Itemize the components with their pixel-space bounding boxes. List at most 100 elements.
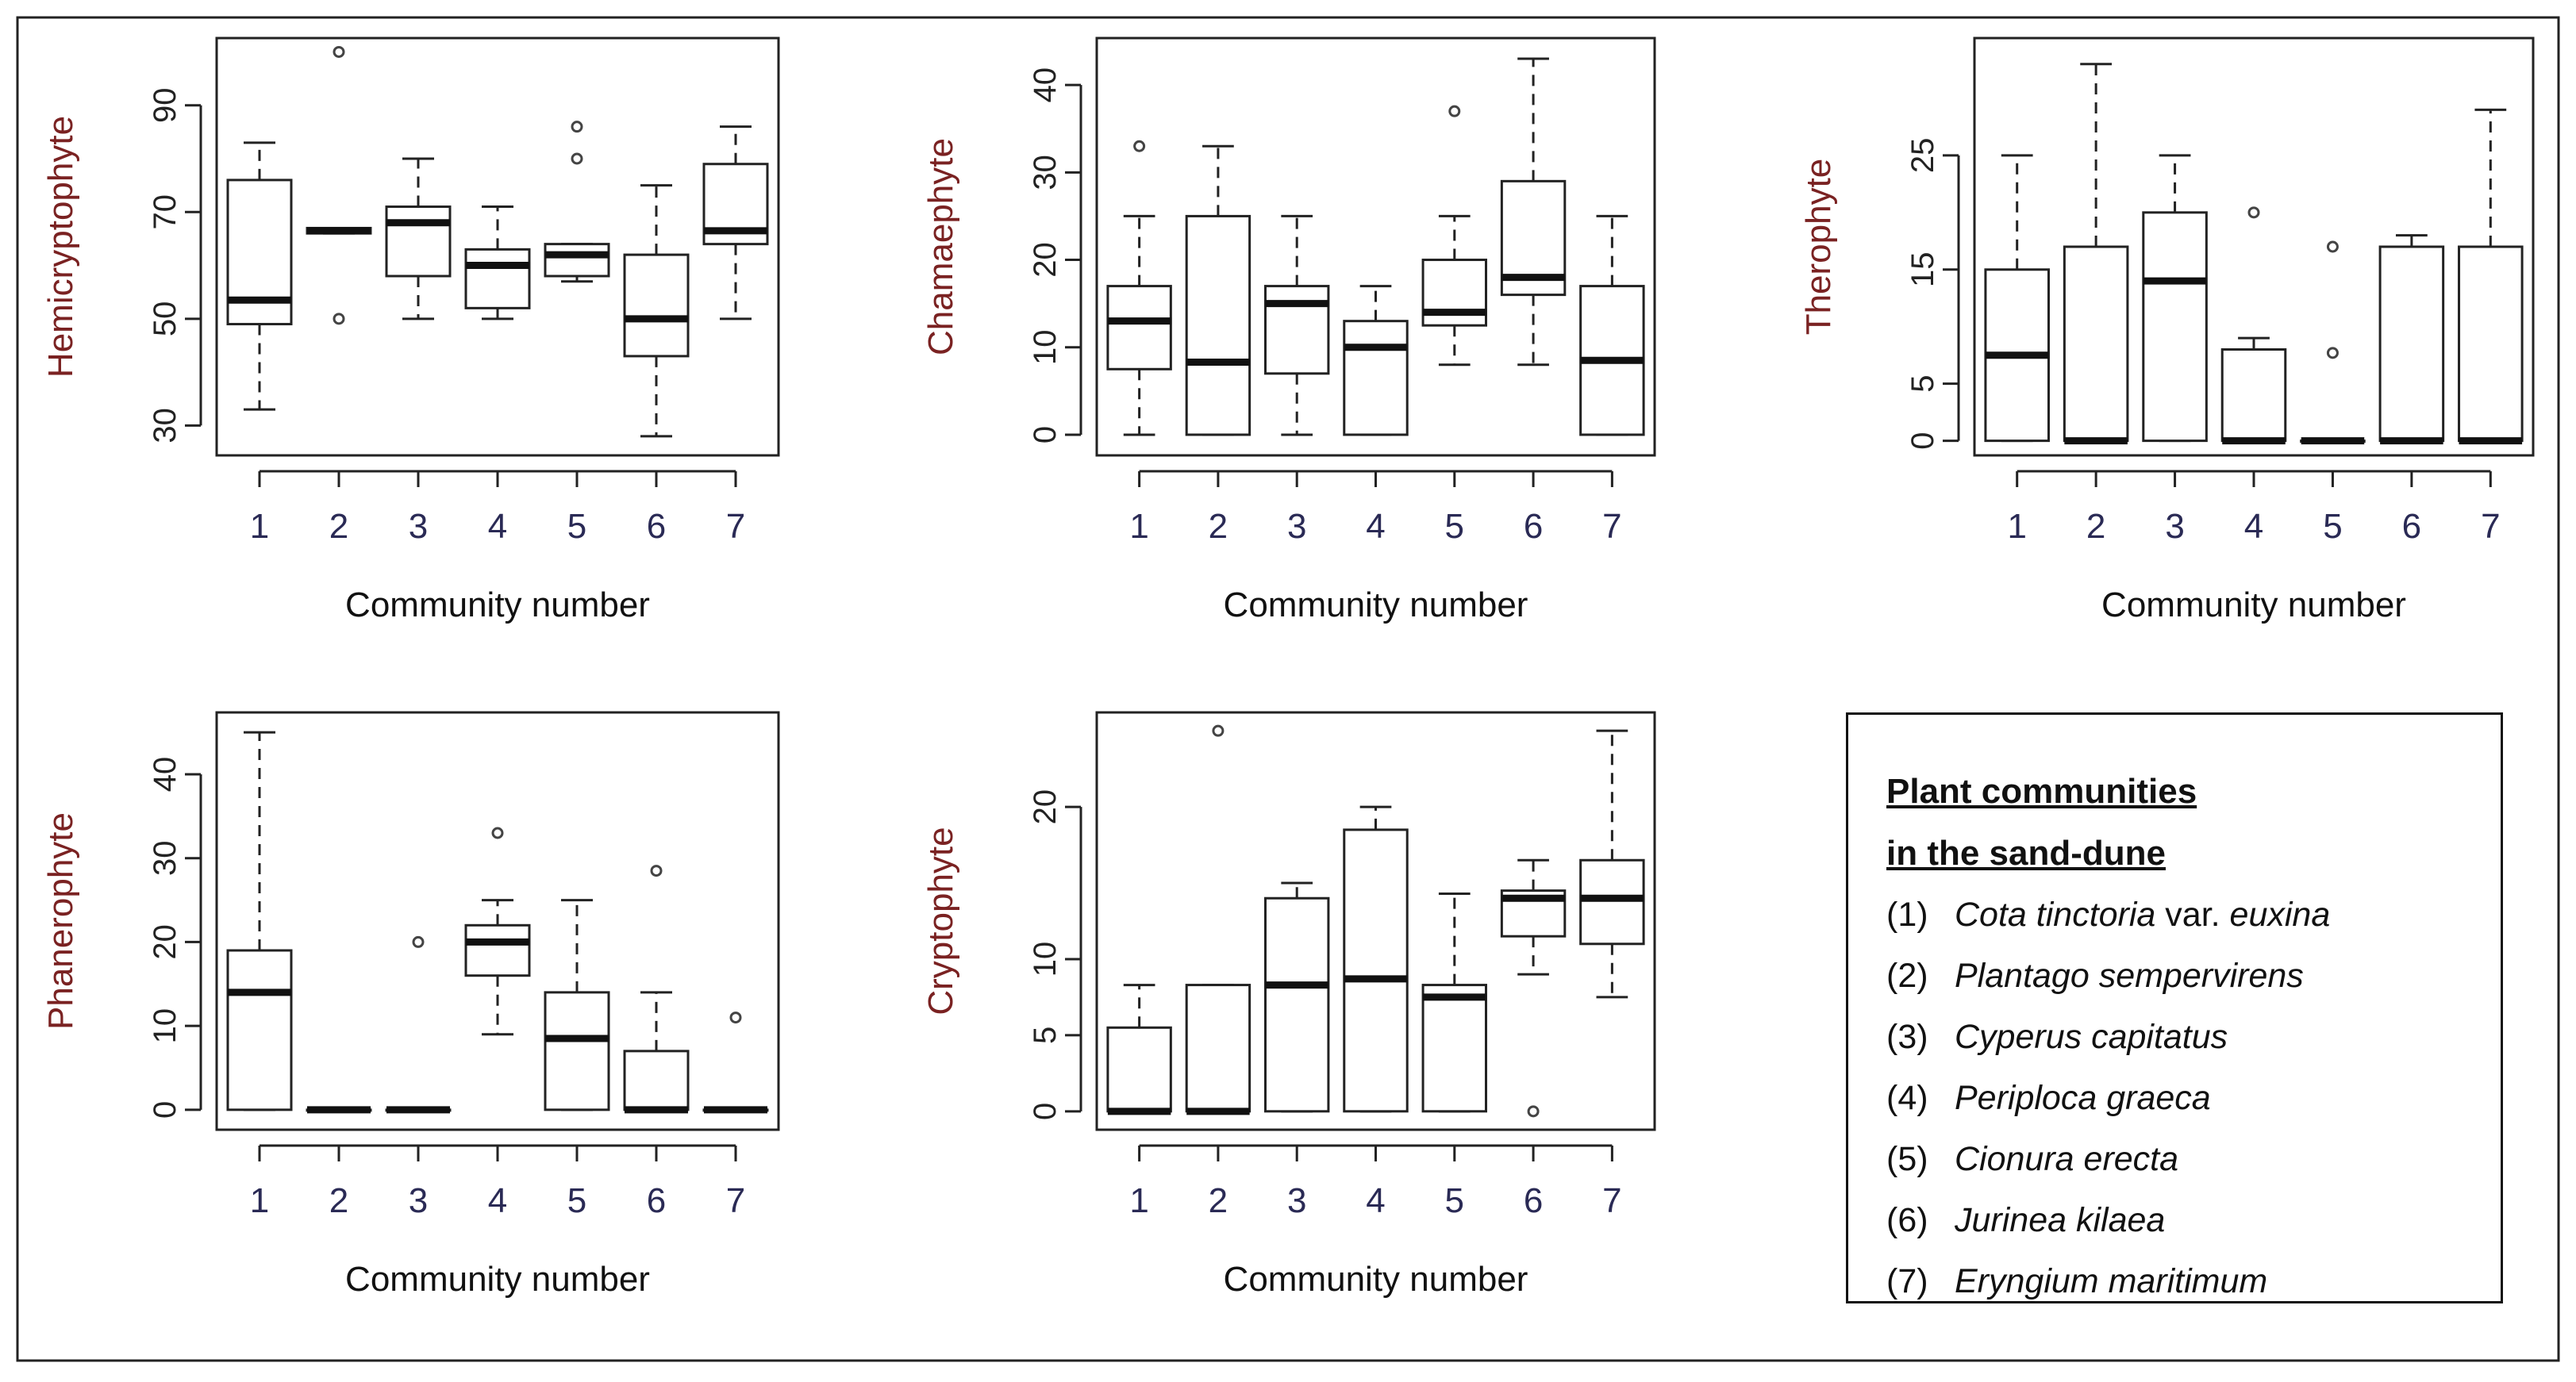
x-tick-label: 7 <box>726 1181 745 1220</box>
outlier-point <box>1448 105 1461 117</box>
y-tick-label: 5 <box>1905 375 1940 393</box>
x-axis-label: Community number <box>345 585 650 624</box>
box-community-1 <box>226 141 293 411</box>
box-iqr <box>1263 896 1330 1113</box>
x-tick-label: 1 <box>1129 507 1148 546</box>
x-tick-label: 2 <box>2086 507 2105 546</box>
box-community-4 <box>464 827 531 1036</box>
plot-area <box>1095 36 1656 457</box>
box-community-5 <box>1421 892 1488 1113</box>
legend-item-4: (4) Periploca graeca <box>1886 1068 2501 1129</box>
legend-item-1: (1) Cota tinctoria var. euxina <box>1886 885 2501 946</box>
y-axis-label: Cryptophyte <box>921 827 960 1015</box>
legend-item-species: Plantago sempervirens <box>1955 957 2304 995</box>
box-community-5 <box>1421 105 1488 367</box>
outlier-point <box>2326 347 2339 359</box>
outlier-point <box>491 827 504 839</box>
boxplot-panel-5: 0 5 10 20 Cryptophyte 1 2 3 4 5 6 7 Community number <box>921 711 1656 1299</box>
outlier-point <box>650 865 663 877</box>
y-tick-label: 40 <box>148 757 183 793</box>
box-community-7 <box>702 1012 769 1114</box>
y-tick-label: 50 <box>148 301 183 337</box>
box-community-2 <box>1185 724 1251 1115</box>
box-community-6 <box>1500 858 1567 1118</box>
y-tick-label: 20 <box>148 924 183 960</box>
y-axis-label: Hemicryptophyte <box>41 116 80 378</box>
x-axis-label: Community number <box>2101 585 2406 624</box>
box-iqr <box>2063 245 2129 443</box>
y-tick-label: 15 <box>1905 252 1940 288</box>
x-tick-label: 4 <box>2244 507 2263 546</box>
x-tick-label: 7 <box>1602 1181 1621 1220</box>
x-tick-label: 1 <box>250 1181 269 1220</box>
box-community-6 <box>2378 234 2445 445</box>
outlier-point <box>1133 140 1146 152</box>
box-iqr <box>385 205 452 278</box>
outlier-point <box>333 313 345 325</box>
x-tick-label: 2 <box>1209 507 1228 546</box>
box-community-4 <box>1343 805 1409 1113</box>
boxplot-panel-4: 0 10 20 30 40 Phanerophyte 1 2 3 4 5 6 7 Community nu… <box>41 711 780 1299</box>
boxplot-panel-3: 0 5 15 25 Therophyte 1 2 3 4 5 6 7 Community number <box>1799 36 2535 624</box>
legend-item-rank: var. <box>2155 896 2230 934</box>
box-iqr <box>2142 211 2208 443</box>
x-tick-label: 5 <box>2323 507 2342 546</box>
boxplot-panel-1: 30 50 70 90 Hemicryptophyte 1 2 3 4 5 6 7 Community … <box>41 36 780 624</box>
y-tick-label: 0 <box>1028 1103 1063 1120</box>
box-community-4 <box>464 205 531 321</box>
x-axis-label: Community number <box>345 1260 650 1299</box>
legend-item-number: (3) <box>1886 1018 1928 1056</box>
x-axis-label: Community number <box>1224 585 1528 624</box>
y-tick-label: 5 <box>1028 1027 1063 1044</box>
outlier-point <box>2247 206 2260 219</box>
legend-item-species: Jurinea kilaea <box>1955 1201 2166 1239</box>
y-axis-label: Chamaephyte <box>921 138 960 355</box>
y-tick-label: 40 <box>1028 67 1063 103</box>
box-iqr <box>544 243 610 278</box>
x-tick-label: 5 <box>567 507 586 546</box>
y-tick-label: 10 <box>148 1008 183 1044</box>
box-iqr <box>1343 828 1409 1113</box>
box-community-5 <box>544 121 610 283</box>
plot-area <box>215 711 780 1131</box>
box-iqr <box>1579 858 1645 946</box>
x-tick-label: 3 <box>1287 507 1306 546</box>
legend-item-2: (2) Plantago sempervirens <box>1886 946 2501 1007</box>
box-iqr <box>1106 285 1172 370</box>
box-community-2 <box>306 45 372 325</box>
legend-item-number: (4) <box>1886 1079 1928 1117</box>
legend-box: Plant communities in the sand-dune (1) Co… <box>1846 712 2503 1303</box>
legend-item-species: Periploca graeca <box>1955 1079 2211 1117</box>
box-community-6 <box>1500 57 1567 367</box>
legend-item-6: (6) Jurinea kilaea <box>1886 1190 2501 1251</box>
x-tick-label: 1 <box>1129 1181 1148 1220</box>
x-tick-label: 6 <box>647 507 666 546</box>
x-tick-label: 7 <box>726 507 745 546</box>
outlier-point <box>571 152 583 165</box>
box-community-5 <box>544 899 610 1111</box>
box-iqr <box>1106 1026 1172 1113</box>
box-community-1 <box>1106 984 1172 1115</box>
box-community-7 <box>1579 729 1645 999</box>
y-axis-label: Therophyte <box>1799 159 1838 336</box>
box-iqr <box>2220 348 2287 443</box>
box-community-1 <box>1106 140 1172 436</box>
y-axis-label: Phanerophyte <box>41 812 80 1030</box>
box-iqr <box>464 248 531 309</box>
box-community-4 <box>1343 285 1409 436</box>
outlier-point <box>412 935 425 948</box>
y-tick-label: 30 <box>148 408 183 443</box>
legend-item-number: (5) <box>1886 1140 1928 1178</box>
box-community-3 <box>2142 154 2208 443</box>
legend-item-7: (7) Eryngium maritimum <box>1886 1251 2501 1312</box>
legend-item-5: (5) Cionura erecta <box>1886 1129 2501 1190</box>
outlier-point <box>729 1012 742 1024</box>
x-tick-label: 6 <box>2402 507 2421 546</box>
box-community-5 <box>2300 240 2366 445</box>
outlier-point <box>2326 240 2339 253</box>
legend-item-species: Cota tinctoria <box>1955 896 2156 934</box>
x-tick-label: 7 <box>1602 507 1621 546</box>
legend-item-number: (6) <box>1886 1201 1928 1239</box>
